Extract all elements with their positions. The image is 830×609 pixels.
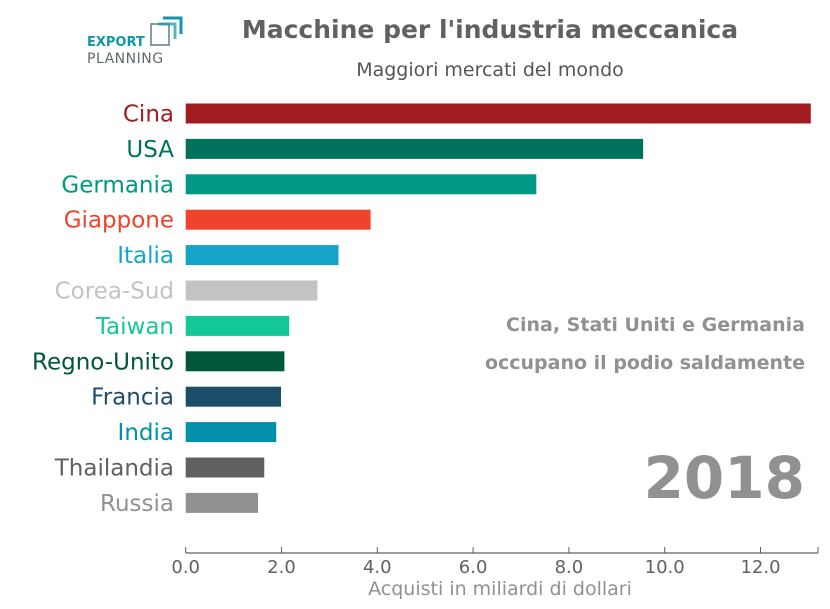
- x-tick-label: 8.0: [555, 557, 584, 578]
- x-tick-label: 12.0: [740, 557, 780, 578]
- category-label: Taiwan: [95, 314, 174, 340]
- annotation-line1: Cina, Stati Uniti e Germania: [506, 314, 805, 336]
- category-label: Germania: [61, 172, 174, 198]
- category-label: USA: [126, 137, 174, 163]
- bar-corea-sud: [185, 280, 318, 301]
- bar-india: [185, 422, 277, 443]
- logo-line2: PLANNING: [87, 51, 164, 67]
- category-label: India: [118, 420, 174, 446]
- category-label: Francia: [91, 385, 174, 411]
- category-label: Regno-Unito: [32, 349, 174, 375]
- bar-cina: [185, 103, 811, 124]
- category-label: Italia: [117, 243, 174, 269]
- bar-russia: [185, 492, 259, 513]
- x-tick-label: 4.0: [363, 557, 392, 578]
- bar-regno-unito: [185, 351, 285, 372]
- year-label: 2018: [644, 444, 805, 512]
- category-label: Russia: [100, 491, 174, 517]
- category-label: Giappone: [64, 208, 174, 234]
- logo: EXPORT PLANNING: [87, 16, 183, 67]
- chart-title: Macchine per l'industria meccanica: [242, 15, 738, 44]
- bar-usa: [185, 138, 644, 159]
- category-label: Cina: [123, 102, 174, 128]
- chart-subtitle: Maggiori mercati del mondo: [356, 59, 624, 81]
- bar-thailandia: [185, 457, 265, 478]
- x-tick-label: 2.0: [267, 557, 296, 578]
- x-tick-label: 0.0: [171, 557, 200, 578]
- bar-germania: [185, 174, 537, 195]
- logo-line1: EXPORT: [87, 35, 145, 50]
- category-label: Corea-Sud: [55, 279, 174, 305]
- category-label: Thailandia: [54, 456, 174, 482]
- bar-italia: [185, 245, 339, 266]
- bar-giappone: [185, 209, 371, 230]
- x-tick-label: 10.0: [645, 557, 685, 578]
- bar-taiwan: [185, 315, 290, 336]
- annotation-line2: occupano il podio saldamente: [485, 352, 805, 374]
- x-tick-label: 6.0: [459, 557, 488, 578]
- x-axis-label: Acquisti in miliardi di dollari: [368, 578, 632, 600]
- bar-francia: [185, 386, 282, 407]
